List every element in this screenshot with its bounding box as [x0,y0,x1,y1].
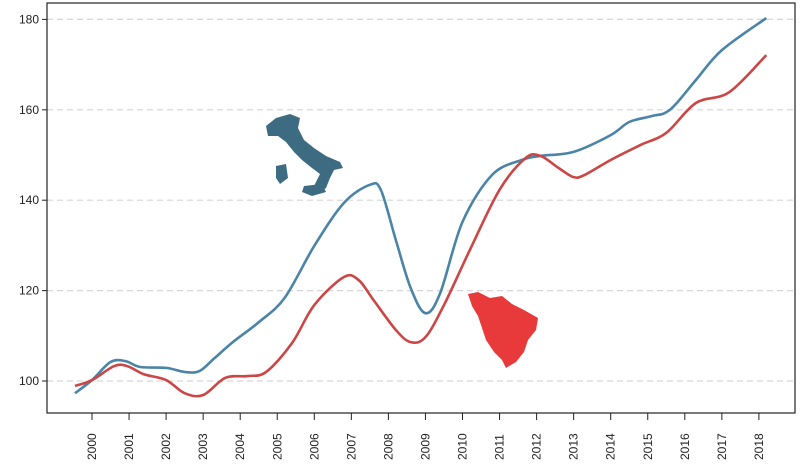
x-tick-label: 2010 [456,433,470,460]
x-tick-label: 2000 [85,433,99,460]
x-axis: 2000 2001 2002 2003 2004 2005 2006 2007 2008 2009… [85,413,766,460]
y-tick-label: 180 [19,12,39,26]
x-tick-label: 2008 [381,433,395,460]
y-tick-label: 140 [19,193,39,207]
series-line-italy [74,16,768,395]
x-tick-label: 2001 [122,433,136,460]
plot-frame [46,2,796,414]
region-maps [266,114,538,368]
x-tick-label: 2017 [715,433,729,460]
x-tick-label: 2007 [344,433,358,460]
x-tick-label: 2013 [567,433,581,460]
x-tick-label: 2003 [196,433,210,460]
y-tick-label: 120 [19,284,39,298]
x-tick-label: 2015 [641,433,655,460]
tuscany-map-icon [468,292,538,368]
y-tick-label: 160 [19,103,39,117]
x-tick-label: 2002 [159,433,173,460]
x-tick-label: 2006 [307,433,321,460]
x-tick-label: 2018 [752,433,766,460]
x-tick-label: 2016 [678,433,692,460]
x-tick-label: 2012 [530,433,544,460]
y-axis: 100 120 140 160 180 [19,12,47,388]
x-tick-label: 2011 [493,434,507,460]
x-tick-label: 2014 [604,433,618,460]
series-line-tuscany [74,54,768,398]
gridlines [47,18,795,382]
x-tick-label: 2004 [233,433,247,460]
series-lines [74,16,768,398]
x-tick-label: 2005 [270,433,284,460]
italy-map-icon [266,114,343,196]
x-tick-label: 2009 [418,433,432,460]
y-tick-label: 100 [19,374,39,388]
